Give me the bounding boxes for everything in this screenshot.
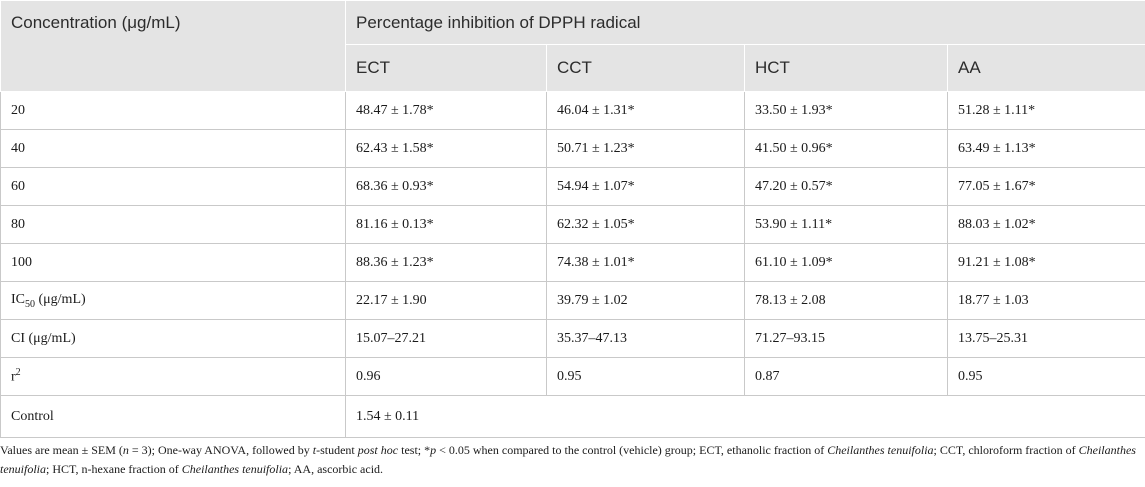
table-row: 20 48.47 ± 1.78* 46.04 ± 1.31* 33.50 ± 1… <box>0 91 1145 130</box>
cell-ect: 22.17 ± 1.90 <box>345 281 547 320</box>
cell-ect: 62.43 ± 1.58* <box>345 129 547 168</box>
row-label: 100 <box>0 243 346 282</box>
row-label-r2: r2 <box>0 357 346 396</box>
cell-ect: 68.36 ± 0.93* <box>345 167 547 206</box>
row-label-ic50: IC50 (μg/mL) <box>0 281 346 320</box>
cell-cct: 39.79 ± 1.02 <box>546 281 745 320</box>
table-row-control: Control 1.54 ± 0.11 <box>0 395 1145 438</box>
header-percentage-inhibition: Percentage inhibition of DPPH radical <box>345 0 1145 45</box>
cell-hct: 71.27–93.15 <box>744 319 948 358</box>
header-concentration: Concentration (μg/mL) <box>0 0 346 92</box>
cell-ect: 81.16 ± 0.13* <box>345 205 547 244</box>
row-label: 20 <box>0 91 346 130</box>
cell-aa: 63.49 ± 1.13* <box>947 129 1145 168</box>
row-label: 80 <box>0 205 346 244</box>
cell-cct: 50.71 ± 1.23* <box>546 129 745 168</box>
cell-cct: 0.95 <box>546 357 745 396</box>
cell-ect: 48.47 ± 1.78* <box>345 91 547 130</box>
cell-aa: 18.77 ± 1.03 <box>947 281 1145 320</box>
table-row-ci: CI (μg/mL) 15.07–27.21 35.37–47.13 71.27… <box>0 319 1145 358</box>
cell-cct: 54.94 ± 1.07* <box>546 167 745 206</box>
cell-aa: 91.21 ± 1.08* <box>947 243 1145 282</box>
cell-hct: 78.13 ± 2.08 <box>744 281 948 320</box>
cell-aa: 51.28 ± 1.11* <box>947 91 1145 130</box>
cell-aa: 88.03 ± 1.02* <box>947 205 1145 244</box>
cell-hct: 0.87 <box>744 357 948 396</box>
cell-cct: 35.37–47.13 <box>546 319 745 358</box>
cell-ect: 88.36 ± 1.23* <box>345 243 547 282</box>
cell-hct: 47.20 ± 0.57* <box>744 167 948 206</box>
cell-hct: 53.90 ± 1.11* <box>744 205 948 244</box>
cell-cct: 46.04 ± 1.31* <box>546 91 745 130</box>
dpph-inhibition-table: Concentration (μg/mL) Percentage inhibit… <box>0 0 1145 438</box>
cell-aa: 13.75–25.31 <box>947 319 1145 358</box>
table-row: 100 88.36 ± 1.23* 74.38 ± 1.01* 61.10 ± … <box>0 243 1145 282</box>
header-cct: CCT <box>546 44 745 92</box>
cell-cct: 74.38 ± 1.01* <box>546 243 745 282</box>
header-aa: AA <box>947 44 1145 92</box>
cell-hct: 61.10 ± 1.09* <box>744 243 948 282</box>
table-footnote: Values are mean ± SEM (n = 3); One-way A… <box>0 443 1136 476</box>
table-row: 40 62.43 ± 1.58* 50.71 ± 1.23* 41.50 ± 0… <box>0 129 1145 168</box>
data-table-container: Concentration (μg/mL) Percentage inhibit… <box>0 0 1145 438</box>
cell-ect: 0.96 <box>345 357 547 396</box>
cell-hct: 41.50 ± 0.96* <box>744 129 948 168</box>
cell-aa: 77.05 ± 1.67* <box>947 167 1145 206</box>
cell-control-value: 1.54 ± 0.11 <box>345 395 1145 438</box>
cell-cct: 62.32 ± 1.05* <box>546 205 745 244</box>
table-row-ic50: IC50 (μg/mL) 22.17 ± 1.90 39.79 ± 1.02 7… <box>0 281 1145 320</box>
table-row: 60 68.36 ± 0.93* 54.94 ± 1.07* 47.20 ± 0… <box>0 167 1145 206</box>
row-label: 60 <box>0 167 346 206</box>
row-label-control: Control <box>0 395 346 438</box>
row-label-ci: CI (μg/mL) <box>0 319 346 358</box>
table-row-r2: r2 0.96 0.95 0.87 0.95 <box>0 357 1145 396</box>
cell-aa: 0.95 <box>947 357 1145 396</box>
cell-ect: 15.07–27.21 <box>345 319 547 358</box>
row-label: 40 <box>0 129 346 168</box>
cell-hct: 33.50 ± 1.93* <box>744 91 948 130</box>
header-ect: ECT <box>345 44 547 92</box>
table-row: 80 81.16 ± 0.13* 62.32 ± 1.05* 53.90 ± 1… <box>0 205 1145 244</box>
header-hct: HCT <box>744 44 948 92</box>
